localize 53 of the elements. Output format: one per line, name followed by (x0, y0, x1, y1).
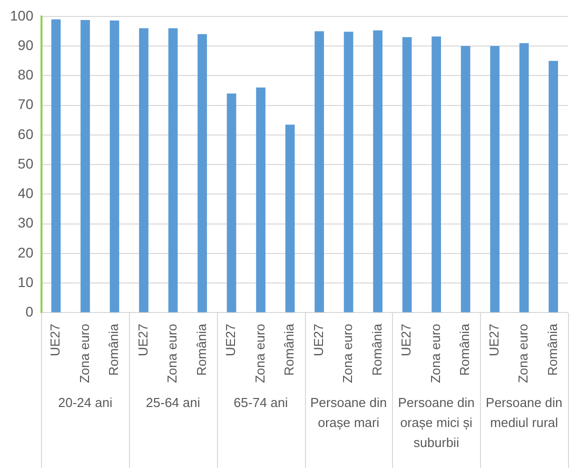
bar (226, 93, 236, 312)
text: 65-74 ani (234, 395, 288, 410)
x-tick-label: UE27 (223, 324, 238, 356)
x-tick-label: Zona euro (252, 324, 268, 384)
x-tick-label: România (282, 322, 297, 376)
bar (110, 20, 120, 312)
bar (285, 124, 295, 312)
x-tick-label: România (369, 322, 384, 376)
y-tick-label: 50 (18, 155, 34, 172)
text: Persoane din mediul rural (486, 395, 562, 430)
bar (402, 37, 412, 312)
bar (432, 36, 441, 312)
x-tick-label: UE27 (486, 324, 502, 356)
x-tick-label: UE27 (310, 324, 326, 356)
text: 20-24 ani (58, 395, 112, 410)
x-tick-label: Zona euro (428, 324, 443, 384)
bar (344, 32, 354, 312)
bar (314, 31, 324, 312)
x-tick-label: UE27 (398, 324, 414, 356)
bar (460, 46, 470, 312)
bar (373, 30, 382, 312)
x-tick-label: Zona euro (340, 324, 356, 384)
bar (198, 34, 207, 312)
x-tick-label: Zona euro (516, 324, 531, 384)
bar (548, 60, 558, 312)
x-tick-label: UE27 (135, 324, 150, 356)
bar (168, 28, 178, 312)
y-tick-label: 100 (10, 7, 34, 24)
y-tick-label: 40 (18, 185, 34, 202)
y-tick-label: 70 (18, 96, 34, 112)
y-tick-label: 30 (18, 214, 34, 231)
y-tick-label: 80 (18, 66, 34, 83)
bar (51, 19, 61, 312)
x-tick-label: UE27 (48, 324, 63, 356)
y-tick-label: 20 (18, 244, 34, 260)
y-tick-label: 90 (18, 36, 34, 53)
bar (80, 20, 90, 312)
x-tick-label: România (457, 322, 472, 376)
bar (519, 43, 529, 312)
y-tick-label: 0 (26, 304, 34, 320)
x-tick-label: România (106, 322, 122, 376)
bar (256, 88, 266, 312)
y-tick-label: 10 (18, 274, 34, 290)
bar (490, 46, 500, 312)
x-tick-label: România (544, 322, 560, 376)
y-tick-label: 60 (18, 126, 34, 142)
bar (139, 28, 148, 312)
x-tick-label: Zona euro (76, 324, 92, 384)
text: Persoane din orașe mari (310, 395, 387, 430)
text: 25-64 ani (146, 395, 200, 410)
x-tick-label: România (194, 322, 209, 376)
text: Persoane din orașe mici și suburbii (398, 395, 475, 450)
x-tick-label: Zona euro (164, 324, 180, 384)
